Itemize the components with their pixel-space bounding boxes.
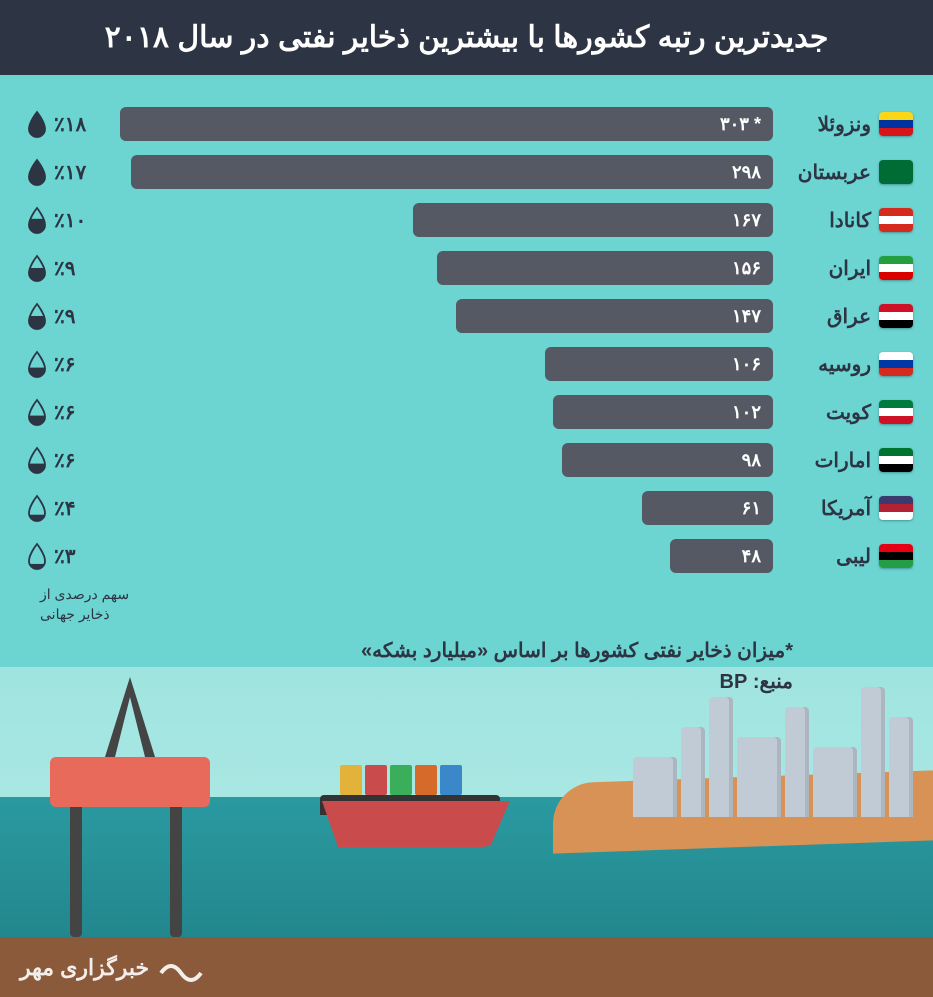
oil-rig-icon: [40, 677, 220, 937]
country-label: روسیه: [783, 352, 871, 377]
illustration-scene: [0, 667, 933, 997]
country-label: لیبی: [783, 544, 871, 569]
bar-value: ۴۸: [742, 546, 761, 567]
bar-value: ۶۱: [742, 498, 761, 519]
country-label: عراق: [783, 304, 871, 329]
bar-value: ۱۰۶: [732, 354, 761, 375]
chart-bar: ۴۸: [670, 539, 773, 573]
chart-bar: ۱۵۶: [437, 251, 773, 285]
chart-bar: ۱۶۷: [413, 203, 773, 237]
chart-row: کانادا ۱۶۷ ٪۱۰: [20, 201, 913, 239]
chart-row: لیبی ۴۸ ٪۳: [20, 537, 913, 575]
footnote: *میزان ذخایر نفتی کشورها بر اساس «میلیار…: [20, 638, 793, 663]
chart-bar: * ۳۰۳: [120, 107, 773, 141]
oil-drop-icon: [20, 494, 54, 522]
percent-label: ٪۹: [54, 304, 110, 329]
chart-bar: ۱۰۲: [553, 395, 773, 429]
page-title: جدیدترین رتبه کشورها با بیشترین ذخایر نف…: [0, 0, 933, 75]
oil-drop-icon: [20, 206, 54, 234]
bar-value: ۱۴۷: [732, 306, 761, 327]
percent-label: ٪۹: [54, 256, 110, 281]
oil-drop-icon: [20, 302, 54, 330]
chart-bar: ۹۸: [562, 443, 773, 477]
country-label: کویت: [783, 400, 871, 425]
drop-legend: سهم درصدی ازذخایر جهانی: [40, 585, 913, 624]
percent-label: ٪۶: [54, 400, 110, 425]
chart-row: روسیه ۱۰۶ ٪۶: [20, 345, 913, 383]
source-label: منبع: BP: [20, 669, 793, 694]
chart-bar: ۲۹۸: [131, 155, 773, 189]
country-label: ونزوئلا: [783, 112, 871, 137]
bar-chart: ونزوئلا * ۳۰۳ ٪۱۸ عربستان ۲۹۸ ٪۱۷: [0, 75, 933, 694]
bar-value: ۲۹۸: [732, 162, 761, 183]
chart-row: ونزوئلا * ۳۰۳ ٪۱۸: [20, 105, 913, 143]
oil-drop-icon: [20, 398, 54, 426]
chart-bar: ۱۴۷: [456, 299, 773, 333]
oil-drop-icon: [20, 446, 54, 474]
chart-bar: ۱۰۶: [545, 347, 773, 381]
country-label: کانادا: [783, 208, 871, 233]
source-logo: خبرگزاری مهر: [20, 953, 203, 983]
chart-row: آمریکا ۶۱ ٪۴: [20, 489, 913, 527]
oil-drop-icon: [20, 254, 54, 282]
chart-row: عربستان ۲۹۸ ٪۱۷: [20, 153, 913, 191]
oil-drop-icon: [20, 542, 54, 570]
country-label: امارات: [783, 448, 871, 473]
percent-label: ٪۶: [54, 352, 110, 377]
chart-row: کویت ۱۰۲ ٪۶: [20, 393, 913, 431]
oil-drop-icon: [20, 350, 54, 378]
bar-value: ۱۶۷: [732, 210, 761, 231]
refinery-icon: [593, 677, 913, 817]
percent-label: ٪۳: [54, 544, 110, 569]
percent-label: ٪۱۷: [54, 160, 110, 185]
bar-value: ۱۰۲: [732, 402, 761, 423]
oil-drop-icon: [20, 158, 54, 186]
percent-label: ٪۴: [54, 496, 110, 521]
percent-label: ٪۶: [54, 448, 110, 473]
oil-drop-icon: [20, 110, 54, 138]
chart-bar: ۶۱: [642, 491, 773, 525]
bar-value: ۹۸: [742, 450, 761, 471]
country-label: ایران: [783, 256, 871, 281]
chart-row: عراق ۱۴۷ ٪۹: [20, 297, 913, 335]
cargo-ship-icon: [310, 757, 510, 847]
percent-label: ٪۱۸: [54, 112, 110, 137]
bar-value: * ۳۰۳: [720, 114, 761, 135]
chart-row: امارات ۹۸ ٪۶: [20, 441, 913, 479]
country-label: عربستان: [783, 160, 871, 185]
chart-row: ایران ۱۵۶ ٪۹: [20, 249, 913, 287]
bar-value: ۱۵۶: [732, 258, 761, 279]
percent-label: ٪۱۰: [54, 208, 110, 233]
country-label: آمریکا: [783, 496, 871, 521]
